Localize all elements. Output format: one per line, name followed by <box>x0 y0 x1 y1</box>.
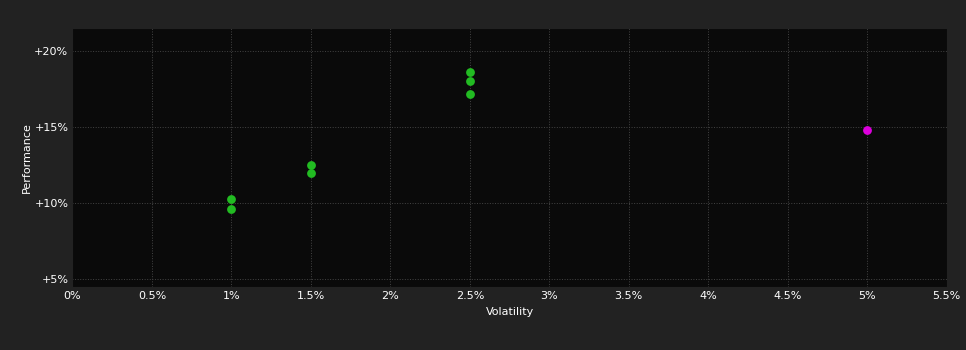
Point <box>462 69 477 75</box>
Point <box>224 206 240 212</box>
Point <box>860 127 875 133</box>
Point <box>462 91 477 96</box>
Point <box>303 170 319 176</box>
Point <box>462 78 477 84</box>
Point <box>224 196 240 202</box>
X-axis label: Volatility: Volatility <box>486 307 533 317</box>
Y-axis label: Performance: Performance <box>21 122 31 193</box>
Point <box>303 162 319 168</box>
